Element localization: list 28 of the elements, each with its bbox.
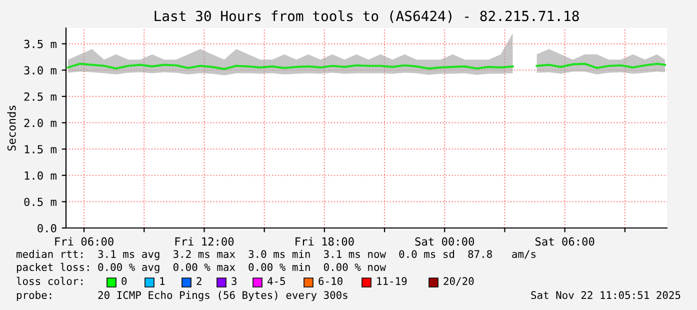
text: 1: [160, 277, 165, 285]
y-tick-label: 1.5 m: [24, 145, 56, 154]
y-tick-label: 3.5 m: [24, 40, 56, 48]
text: probe: 20 ICMP Echo Pings (56 Bytes) every 300s: [16, 290, 348, 302]
x-tick-label: Sat 00:00: [415, 237, 474, 246]
chart-title: Last 30 Hours from tools to (AS6424) - 82.215.71.18: [154, 10, 579, 23]
text: 20/20: [444, 277, 474, 286]
text: 4-5: [268, 277, 285, 286]
text: packet loss: 0.00 % avg 0.00 % max 0.00 % min 0.00 % now: [16, 262, 386, 274]
text: median rtt: 3.1 ms avg 3.2 ms max 3.0 ms min 3.1 ms now 0.0 ms sd 87.8 am/s: [16, 250, 536, 260]
x-tick-label: Fri 06:00: [55, 237, 114, 246]
x-tick-label: Fri 18:00: [296, 237, 354, 246]
y-tick-label: 0.0: [38, 224, 56, 232]
y-tick-label: 2.0 m: [24, 118, 56, 128]
text: 2: [196, 277, 202, 285]
text: Sat Nov 22 11:05:51 2025: [531, 291, 680, 300]
y-tick-label: 3.0 m: [24, 66, 56, 75]
text: 0: [122, 277, 127, 286]
text: 11-19: [377, 277, 407, 286]
text: 3: [232, 277, 236, 286]
x-tick-label: Fri 12:00: [175, 237, 234, 246]
text: 6-10: [318, 277, 342, 286]
y-axis-title: Seconds: [7, 106, 16, 151]
y-tick-label: 0.5 m: [24, 198, 56, 206]
y-tick-label: 2.5 m: [24, 92, 56, 101]
text: loss color:: [16, 276, 82, 286]
y-tick-label: 1.0 m: [24, 171, 56, 180]
x-tick-label: Sat 06:00: [535, 237, 594, 246]
